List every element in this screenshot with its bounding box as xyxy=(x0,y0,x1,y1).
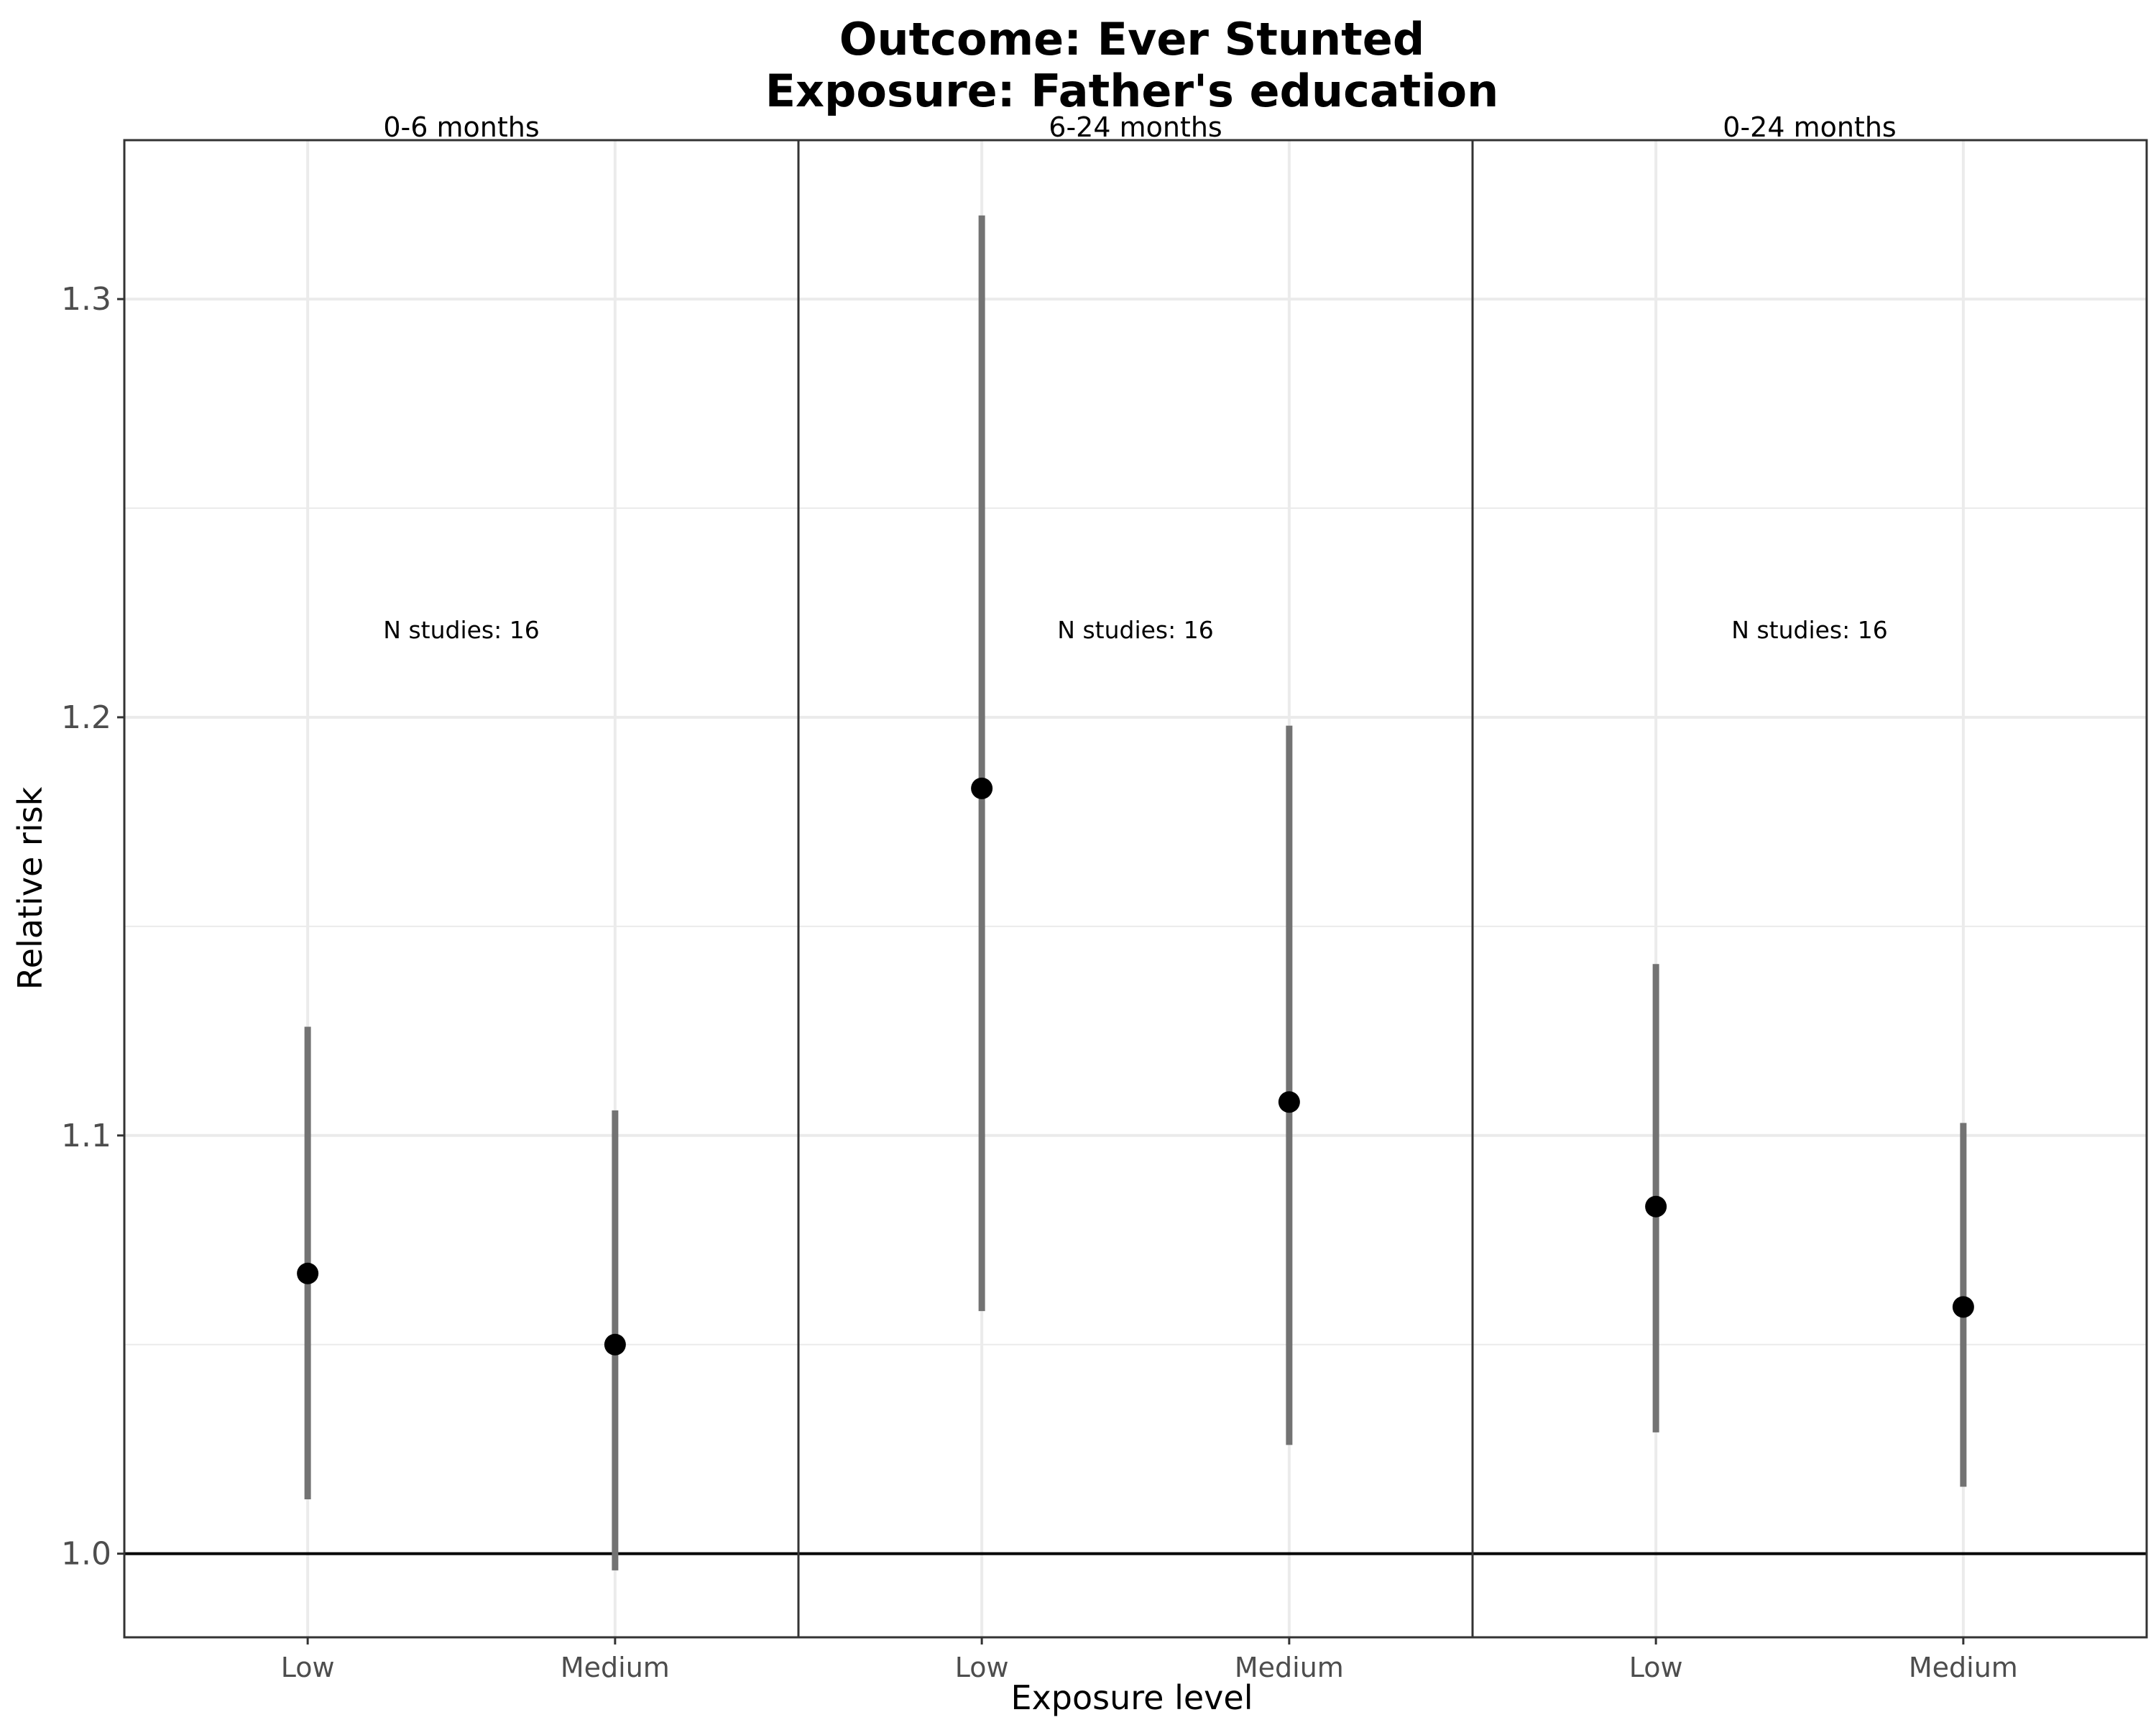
y-axis: 1.0 1.1 1.2 1.3 xyxy=(61,281,124,1573)
panel-background xyxy=(798,140,1473,1637)
x-tick-label-low: Low xyxy=(281,1652,335,1683)
facet-label: 0-6 months xyxy=(383,111,539,143)
point-low xyxy=(1645,1195,1667,1218)
panel-border xyxy=(1471,139,2148,1639)
chart-title-line-1: Outcome: Ever Stunted xyxy=(839,13,1424,65)
n-studies-annotation: N studies: 16 xyxy=(1057,616,1213,644)
x-tick-label-medium: Medium xyxy=(561,1652,670,1683)
panel-background xyxy=(1473,140,2147,1637)
y-axis-title: Relative risk xyxy=(11,786,50,990)
panel-background xyxy=(124,140,798,1637)
n-studies-annotation: N studies: 16 xyxy=(383,616,539,644)
point-low xyxy=(297,1262,319,1284)
point-medium xyxy=(604,1333,626,1356)
point-low xyxy=(971,777,993,799)
facet-panel-1: 0-6 months N studies: 16 Low Medium xyxy=(123,111,800,1683)
point-medium xyxy=(1952,1296,1974,1318)
point-medium xyxy=(1278,1091,1300,1113)
x-tick-label-low: Low xyxy=(1629,1652,1683,1683)
y-tick-label: 1.2 xyxy=(61,699,111,736)
facet-label: 0-24 months xyxy=(1723,111,1896,143)
facet-panel-3: 0-24 months N studies: 16 Low Medium xyxy=(1471,111,2148,1683)
facet-panel-2: 6-24 months N studies: 16 Low Medium xyxy=(797,111,1474,1683)
x-tick-label-medium: Medium xyxy=(1235,1652,1344,1683)
y-tick-label: 1.1 xyxy=(61,1118,111,1154)
y-tick-label: 1.0 xyxy=(61,1536,111,1573)
chart-title-line-2: Exposure: Father's education xyxy=(765,65,1499,117)
y-tick-label: 1.3 xyxy=(61,281,111,318)
x-tick-label-medium: Medium xyxy=(1909,1652,2018,1683)
x-tick-label-low: Low xyxy=(955,1652,1009,1683)
facet-label: 6-24 months xyxy=(1049,111,1222,143)
x-axis-title: Exposure level xyxy=(1011,1678,1253,1717)
n-studies-annotation: N studies: 16 xyxy=(1731,616,1887,644)
